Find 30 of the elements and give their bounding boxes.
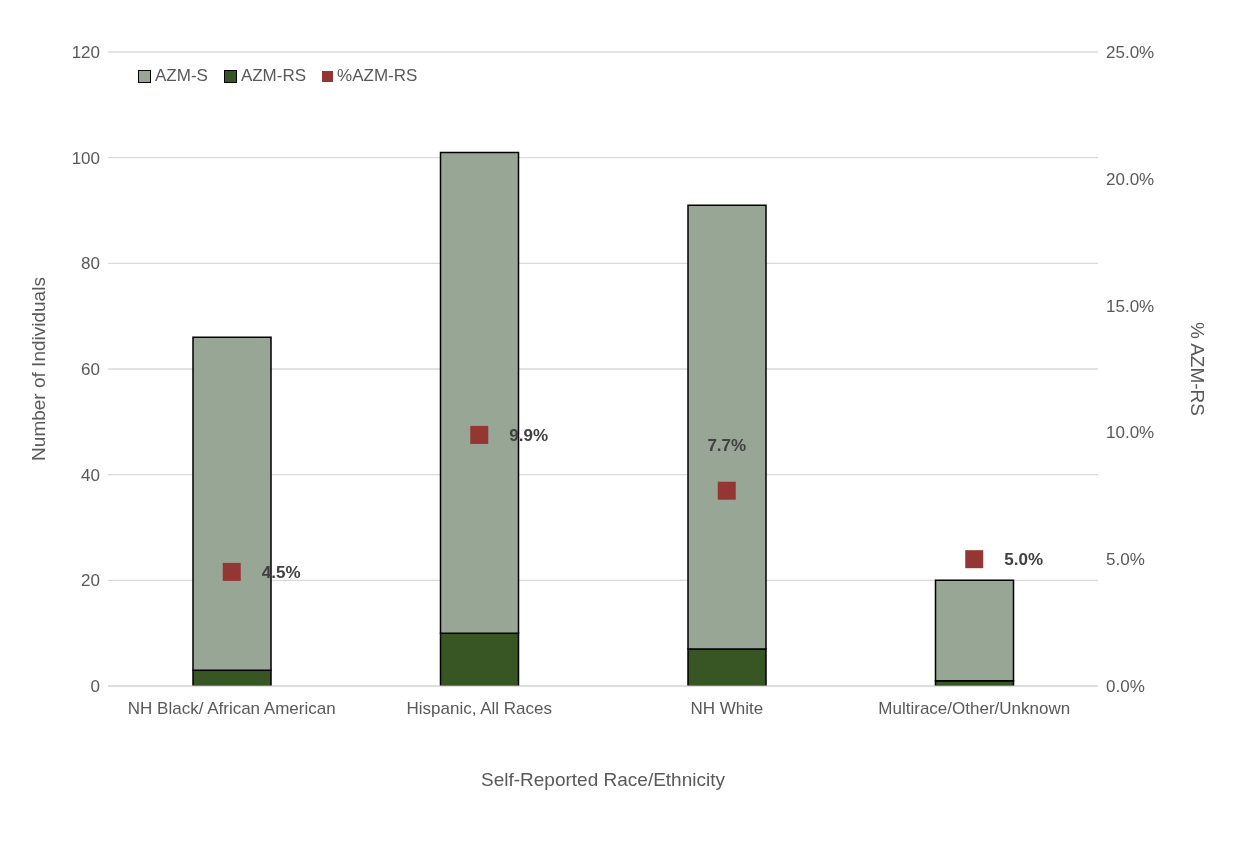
y-tick-label: 100 (71, 148, 100, 168)
y2-tick-label: 20.0% (1106, 169, 1155, 189)
data-label: 5.0% (1004, 550, 1043, 570)
legend-label: AZM-RS (239, 66, 307, 86)
bar (934, 579, 1015, 682)
y-tick-label: 60 (81, 360, 100, 380)
x-axis-title: Self-Reported Race/Ethnicity (481, 769, 726, 790)
y-tick-label: 40 (81, 465, 100, 485)
point (965, 550, 984, 569)
y-tick-label: 0 (90, 677, 100, 697)
y2-tick-label: 0.0% (1106, 677, 1145, 697)
y2-tick-label: 10.0% (1106, 423, 1155, 443)
x-tick-label: NH Black/ African American (127, 699, 336, 719)
y2-tick-label: 15.0% (1106, 296, 1155, 316)
y-tick-label: 80 (81, 254, 100, 274)
y-tick-label: 20 (81, 571, 100, 591)
x-tick-label: NH White (690, 699, 764, 719)
point (222, 562, 241, 581)
x-tick-label: Hispanic, All Races (406, 699, 553, 719)
legend-label: AZM-S (154, 66, 208, 86)
x-tick-label: Multirace/Other/Unknown (878, 699, 1071, 719)
legend-label: %AZM-RS (336, 66, 418, 86)
data-label: 7.7% (707, 435, 747, 455)
y2-tick-label: 25.0% (1106, 43, 1155, 63)
y2-tick-label: 5.0% (1106, 550, 1145, 570)
y2-axis-title: % AZM-RS (1187, 322, 1209, 416)
y-tick-label: 120 (71, 43, 100, 63)
point (470, 425, 489, 444)
y-axis-title: Number of Individuals (27, 277, 49, 461)
point (717, 481, 736, 500)
